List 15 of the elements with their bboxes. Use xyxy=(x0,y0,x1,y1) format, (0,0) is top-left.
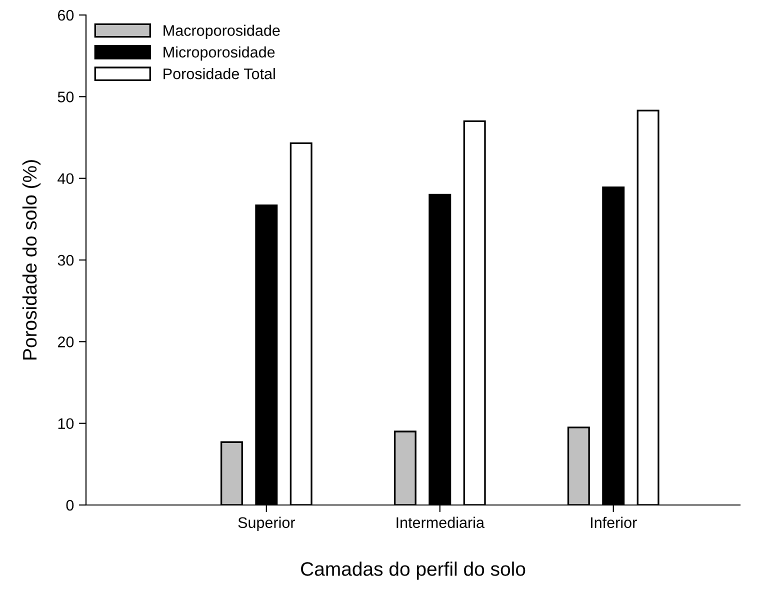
y-tick-label: 10 xyxy=(58,418,74,430)
y-tick-label: 20 xyxy=(58,336,74,348)
legend-label: Porosidade Total xyxy=(164,68,275,80)
x-tick-label: Inferior xyxy=(591,516,637,528)
y-tick-label: 30 xyxy=(58,254,74,266)
legend-label: Macroporosidade xyxy=(164,24,280,39)
legend-label: Microporosidade xyxy=(164,46,275,61)
y-tick-label: 50 xyxy=(58,92,74,102)
y-axis-title: Porosidade do solo (%) xyxy=(22,160,41,360)
x-axis-title: Camadas do perfil do solo xyxy=(301,562,526,580)
y-tick-label: 0 xyxy=(66,500,74,511)
x-tick-label: Intermediaria xyxy=(396,516,484,528)
x-tick-label: Superior xyxy=(238,516,296,532)
y-tick-label: 60 xyxy=(58,10,74,21)
y-tick-label: 40 xyxy=(58,173,74,184)
